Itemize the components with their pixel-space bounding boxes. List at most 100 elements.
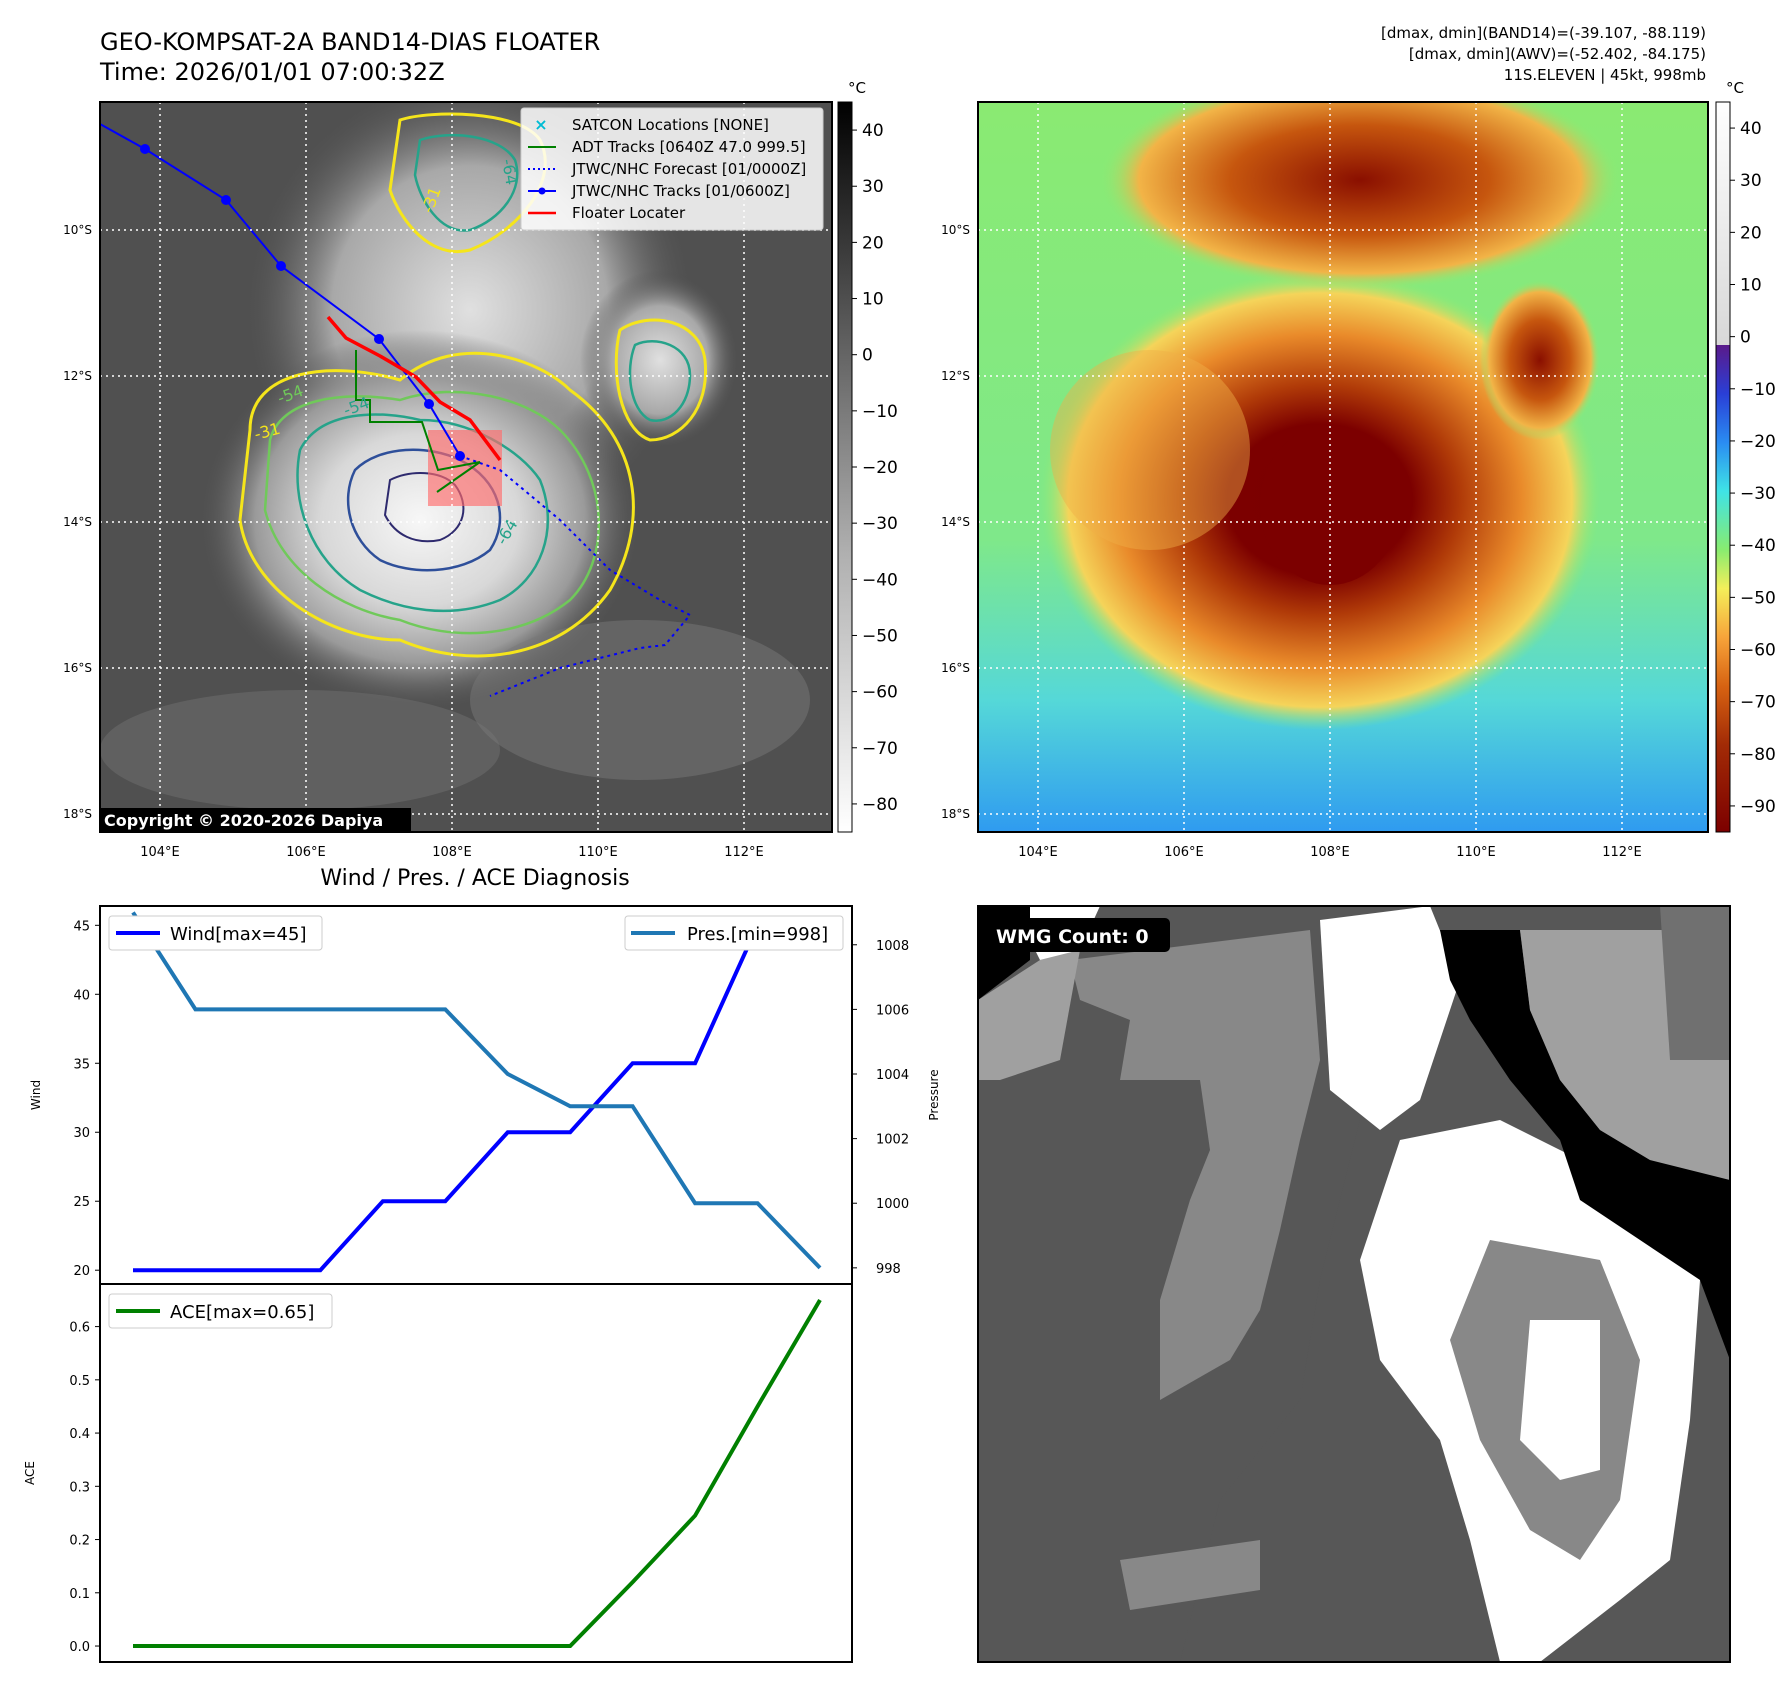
lon-label: 104°E: [140, 845, 180, 860]
pressure-y-tick-label: 1008: [876, 939, 909, 954]
ace-y-tick-label: 0.0: [69, 1640, 90, 1655]
wind-chart-frame: [99, 905, 853, 1285]
colorbar-tick-label: 20: [862, 233, 884, 253]
lon-label: 104°E: [1018, 845, 1058, 860]
legend-box: [520, 107, 824, 231]
ir-map-panel: -31 -54 -64 -31 -54 -64: [63, 79, 898, 860]
jtwc-forecast-line: [459, 455, 692, 697]
blue-dot-icon: [538, 187, 546, 195]
legend-item: SATCON Locations [NONE]: [572, 116, 769, 134]
wmg-region-light: [978, 950, 1080, 1080]
floater-box: [428, 430, 502, 506]
ace-chart-frame: [99, 1283, 853, 1663]
colorbar-tick-label: −70: [862, 739, 898, 759]
gray-colorbar-ticks: 40 30 20 10 0 −10 −20 −30 −40 −50 −60 −70 −80: [852, 121, 898, 815]
wmg-region-white: [1320, 906, 1460, 1130]
contour-north-inner: [413, 134, 519, 232]
colorbar-tick-label: −60: [1740, 641, 1776, 661]
wmg-region-mid: [1070, 930, 1320, 1400]
lat-label: 14°S: [941, 515, 970, 529]
colorbar-tick-label: −40: [1740, 536, 1776, 556]
colorbar-tick-label: −30: [1740, 484, 1776, 504]
floater-locater-line: [326, 315, 502, 462]
color-colorbar-unit: °C: [1726, 79, 1744, 97]
colorbar-tick-label: 10: [862, 290, 884, 310]
ace-legend-box: [108, 1293, 333, 1329]
colorbar-tick-label: 0: [1740, 328, 1751, 348]
wind-y-tick-label: 25: [73, 1195, 90, 1210]
colorbar-tick-label: −10: [1740, 380, 1776, 400]
ace-legend-label: ACE[max=0.65]: [170, 1302, 314, 1323]
pressure-y-tick-label: 1006: [876, 1003, 909, 1018]
awv-map-frame: [977, 101, 1709, 833]
diagnosis-title: Wind / Pres. / ACE Diagnosis: [320, 866, 629, 891]
lat-label: 12°S: [63, 369, 92, 383]
colorbar-tick-label: −60: [862, 683, 898, 703]
ir-lat-labels: 10°S 12°S 14°S 16°S 18°S: [63, 223, 92, 821]
lat-label: 10°S: [941, 223, 970, 237]
awv-lon-labels: 104°E 106°E 108°E 110°E 112°E: [1018, 845, 1642, 860]
contour-east-inner: [628, 340, 692, 423]
pressure-y-ticks: 998 1000 1002 1004 1006 1008: [852, 939, 909, 1277]
ace-y-ticks: 0.0 0.1 0.2 0.3 0.4 0.5 0.6: [69, 1321, 100, 1655]
info-band14: [dmax, dmin](BAND14)=(-39.107, -88.119): [1381, 24, 1706, 42]
ir-lon-labels: 104°E 106°E 108°E 110°E 112°E: [140, 845, 764, 860]
wmg-region-gray: [1660, 906, 1730, 1060]
x-marker-icon: ×: [534, 115, 547, 134]
colorbar-tick-label: −20: [1740, 432, 1776, 452]
ace-series-line: [133, 1298, 822, 1649]
awv-map-panel: 10°S 12°S 14°S 16°S 18°S 104°E 106°E 108…: [941, 79, 1776, 860]
lon-label: 108°E: [432, 845, 472, 860]
ace-y-tick-label: 0.4: [69, 1427, 90, 1442]
colorbar-tick-label: −20: [862, 458, 898, 478]
ace-axis-label: ACE: [23, 1461, 37, 1485]
colorbar-tick-label: 10: [1740, 276, 1762, 296]
lon-label: 110°E: [1456, 845, 1496, 860]
legend-item: ADT Tracks [0640Z 47.0 999.5]: [572, 138, 806, 156]
wmg-count-badge: [988, 918, 1170, 952]
awv-gridlines: [978, 102, 1708, 832]
wind-series-line: [133, 923, 820, 1273]
jtwc-track-points: [140, 144, 465, 461]
pressure-legend-box: [624, 915, 844, 951]
copyright-text: Copyright © 2020-2026 Dapiya: [104, 811, 383, 830]
contour-54: [296, 413, 549, 613]
lat-label: 18°S: [941, 807, 970, 821]
colorbar-tick-label: −50: [1740, 588, 1776, 608]
map-legend: × SATCON Locations [NONE] ADT Tracks [06…: [520, 107, 824, 231]
jtwc-point: [276, 261, 286, 271]
ace-y-tick-label: 0.2: [69, 1534, 90, 1549]
wind-y-ticks: 20 25 30 35 40 45: [73, 919, 100, 1279]
wind-y-tick-label: 30: [73, 1126, 90, 1141]
wmg-panel: WMG Count: 0: [977, 905, 1731, 1663]
adt-track-line: [355, 350, 481, 493]
info-storm: 11S.ELEVEN | 45kt, 998mb: [1504, 66, 1706, 84]
colorbar-tick-label: 30: [1740, 171, 1762, 191]
legend-item: JTWC/NHC Tracks [01/0600Z]: [571, 182, 790, 200]
wmg-region-black: [1440, 930, 1730, 1360]
colorbar-tick-label: 40: [862, 121, 884, 141]
colorbar-tick-label: 20: [1740, 223, 1762, 243]
wind-pressure-chart: 20 25 30 35 40 45 998 1000 1002 1004 1006 1008 Win…: [29, 905, 941, 1285]
wmg-region-white: [1520, 1320, 1600, 1480]
jtwc-point: [221, 195, 231, 205]
colorbar-tick-label: −30: [862, 514, 898, 534]
lat-label: 10°S: [63, 223, 92, 237]
colorbar-tick-label: −80: [1740, 745, 1776, 765]
wind-y-tick-label: 40: [73, 988, 90, 1003]
awv-lat-labels: 10°S 12°S 14°S 16°S 18°S: [941, 223, 970, 821]
pressure-y-tick-label: 1004: [876, 1068, 909, 1083]
colorbar-tick-label: 30: [862, 177, 884, 197]
lat-label: 18°S: [63, 807, 92, 821]
figure-title: GEO-KOMPSAT-2A BAND14-DIAS FLOATER: [100, 28, 600, 56]
lon-label: 112°E: [1602, 845, 1642, 860]
lon-label: 106°E: [1164, 845, 1204, 860]
legend-item: Floater Locater: [572, 204, 686, 222]
contour-inner: [383, 472, 465, 543]
contour-31: [263, 390, 601, 635]
lon-label: 112°E: [724, 845, 764, 860]
wmg-count-label: WMG Count: 0: [996, 926, 1149, 948]
color-colorbar-ticks: 40 30 20 10 0 −10 −20 −30 −40 −50 −60 −70 −80 −90: [1730, 119, 1776, 817]
colorbar-tick-label: −90: [1740, 797, 1776, 817]
